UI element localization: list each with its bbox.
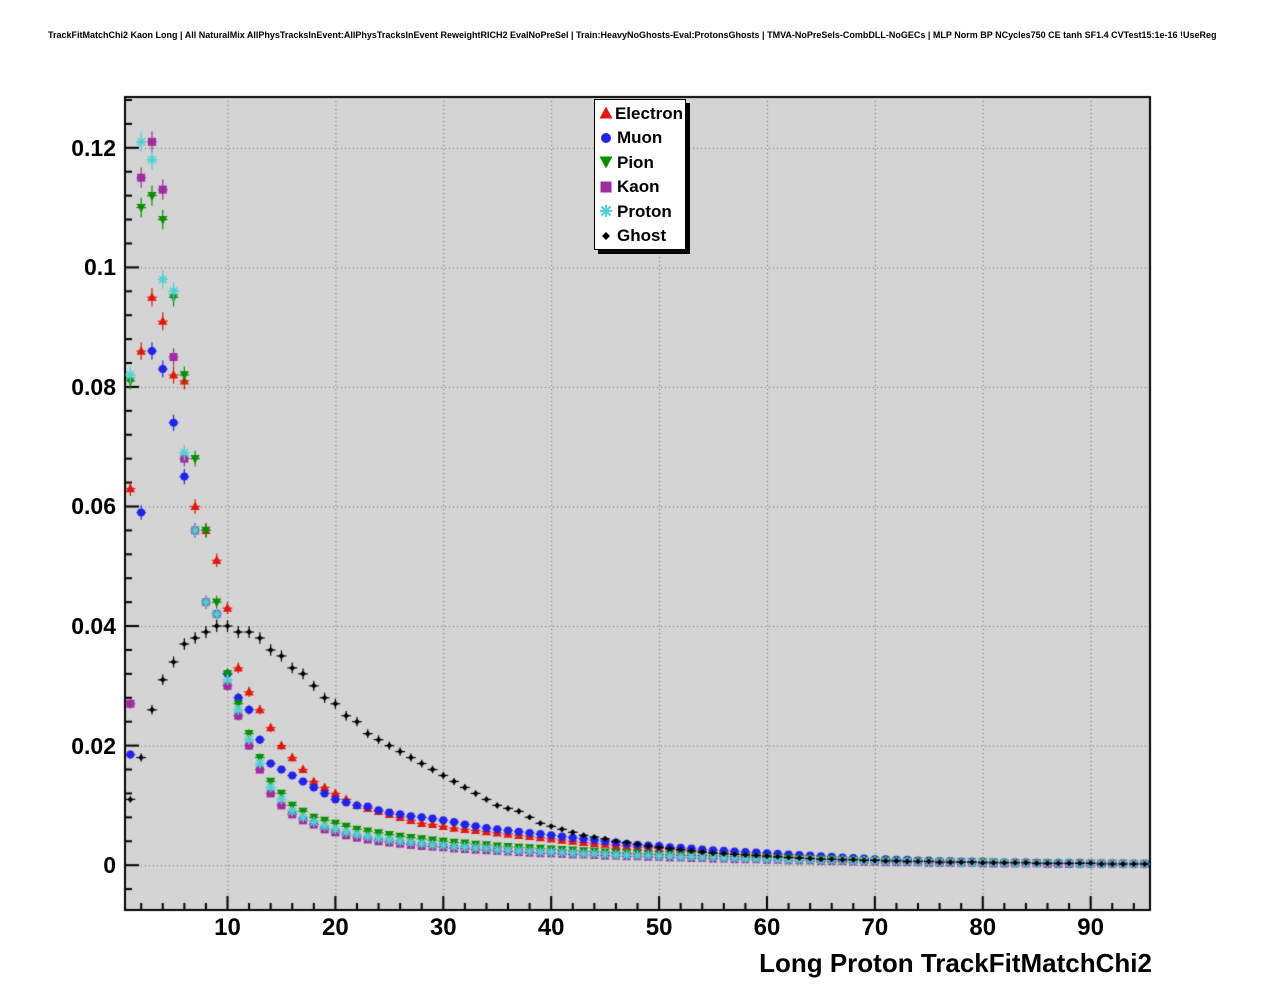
- x-tick-label: 30: [429, 914, 457, 941]
- x-tick-label: 60: [753, 914, 781, 941]
- star-marker-icon: [600, 205, 612, 218]
- x-tick-label: 50: [645, 914, 673, 941]
- circle-marker-icon: [601, 132, 611, 143]
- square-marker-icon: [600, 181, 612, 193]
- triangle-up-marker-icon: [599, 106, 613, 119]
- legend-label: Proton: [617, 201, 672, 221]
- y-tick-label: 0.06: [71, 493, 116, 520]
- y-tick-label: 0.02: [71, 732, 116, 759]
- triangle-down-marker-icon: [599, 156, 613, 169]
- x-tick-label: 70: [861, 914, 889, 941]
- legend-label: Pion: [617, 152, 654, 172]
- legend-label: Muon: [617, 128, 663, 148]
- plot-title: TrackFitMatchChi2 Kaon Long | All Natura…: [48, 30, 1217, 40]
- x-tick-label: 10: [214, 914, 241, 941]
- legend-entry-muon: Muon: [597, 126, 683, 151]
- x-tick-label: 40: [537, 914, 565, 941]
- x-tick-label: 90: [1077, 914, 1104, 941]
- legend-entry-ghost: Ghost: [597, 224, 683, 249]
- legend-entry-kaon: Kaon: [597, 175, 683, 200]
- legend-label: Electron: [614, 103, 683, 123]
- y-tick-label: 0.04: [71, 613, 116, 640]
- legend-entry-electron: Electron: [597, 101, 683, 126]
- y-tick-label: 0.1: [84, 254, 116, 281]
- x-tick-label: 20: [322, 914, 349, 941]
- y-tick-label: 0: [103, 852, 116, 879]
- legend: Electron Muon Pion Kaon Proton Ghost: [594, 99, 686, 250]
- y-tick-label: 0.12: [71, 134, 116, 161]
- legend-label: Kaon: [617, 177, 660, 197]
- legend-label: Ghost: [617, 226, 667, 246]
- legend-entry-proton: Proton: [597, 199, 683, 224]
- y-tick-label: 0.08: [71, 373, 116, 400]
- legend-entry-pion: Pion: [597, 150, 683, 175]
- x-tick-label: 80: [969, 914, 997, 941]
- diamond-marker-icon: [602, 231, 610, 240]
- x-axis-title: Long Proton TrackFitMatchChi2: [759, 948, 1152, 978]
